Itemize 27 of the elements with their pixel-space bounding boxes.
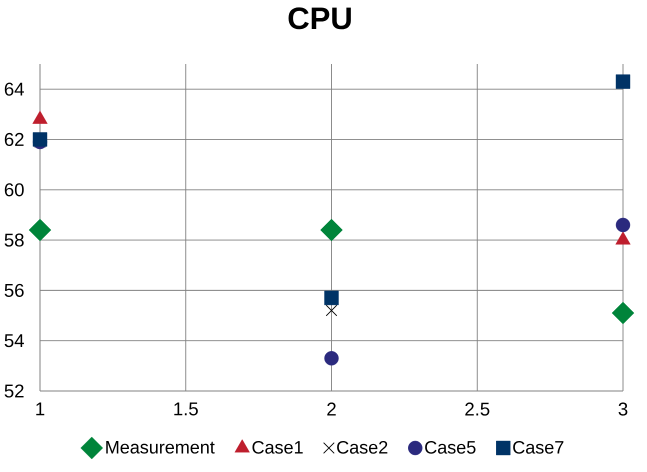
y-tick-label: 56 (4, 284, 24, 297)
legend-label: Case1 (252, 440, 303, 454)
y-tick-label: 62 (4, 132, 24, 146)
point (320, 218, 343, 242)
y-tick-label: 60 (4, 183, 24, 196)
y-tick-label: 52 (4, 384, 24, 398)
x-tick-label: 1.5 (174, 402, 198, 416)
point (32, 132, 48, 147)
y-tick-label: 64 (4, 82, 24, 96)
legend-label: Case2 (337, 440, 388, 454)
legend-label: Case5 (425, 440, 476, 454)
point (612, 302, 634, 324)
y-tick-label: 54 (4, 334, 24, 348)
x-tick-label: 2 (327, 402, 336, 416)
point (616, 218, 630, 232)
point (326, 304, 338, 316)
x-tick-label: 3 (618, 402, 628, 416)
legend-label: Measurement (106, 441, 215, 454)
y-tick-label: 58 (4, 234, 24, 247)
chart-title: CPU (288, 7, 351, 30)
point (324, 351, 339, 366)
point (616, 74, 630, 89)
legend-label: Case7 (513, 440, 564, 454)
point (28, 218, 52, 242)
x-tick-label: 1 (36, 402, 44, 416)
point (324, 290, 339, 306)
x-tick-label: 2.5 (465, 402, 490, 416)
